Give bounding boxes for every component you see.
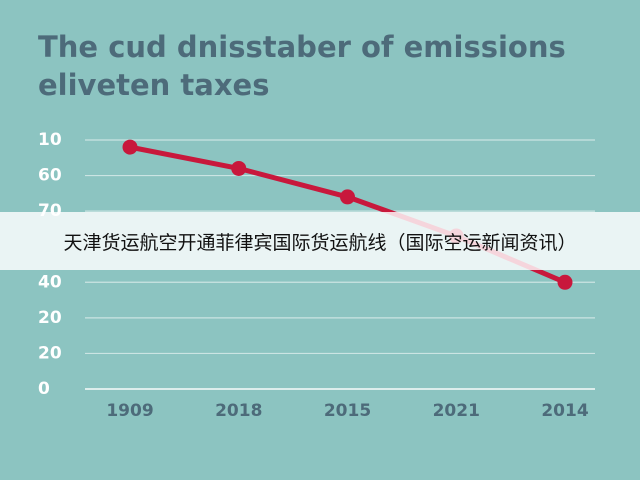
x-tick-label: 1909 xyxy=(106,401,153,421)
y-tick-label: 60 xyxy=(38,166,62,186)
chart-title: The cud dnisstaber of emissions eliveten… xyxy=(38,30,566,102)
y-tick-label: 10 xyxy=(38,130,62,150)
data-point xyxy=(231,160,247,176)
x-tick-label: 2014 xyxy=(541,401,588,421)
y-tick-label: 40 xyxy=(38,272,62,292)
x-tick-label: 2015 xyxy=(324,401,371,421)
data-point xyxy=(557,274,573,290)
x-tick-label: 2018 xyxy=(215,401,262,421)
y-tick-label: 20 xyxy=(38,308,62,328)
y-tick-label: 0 xyxy=(38,379,50,399)
overlay-banner: 天津货运航空开通菲律宾国际货运航线（国际空运新闻资讯） xyxy=(0,212,640,270)
y-tick-label: 20 xyxy=(38,343,62,363)
data-point xyxy=(122,139,138,155)
x-tick-label: 2021 xyxy=(433,401,480,421)
data-point xyxy=(340,189,355,205)
